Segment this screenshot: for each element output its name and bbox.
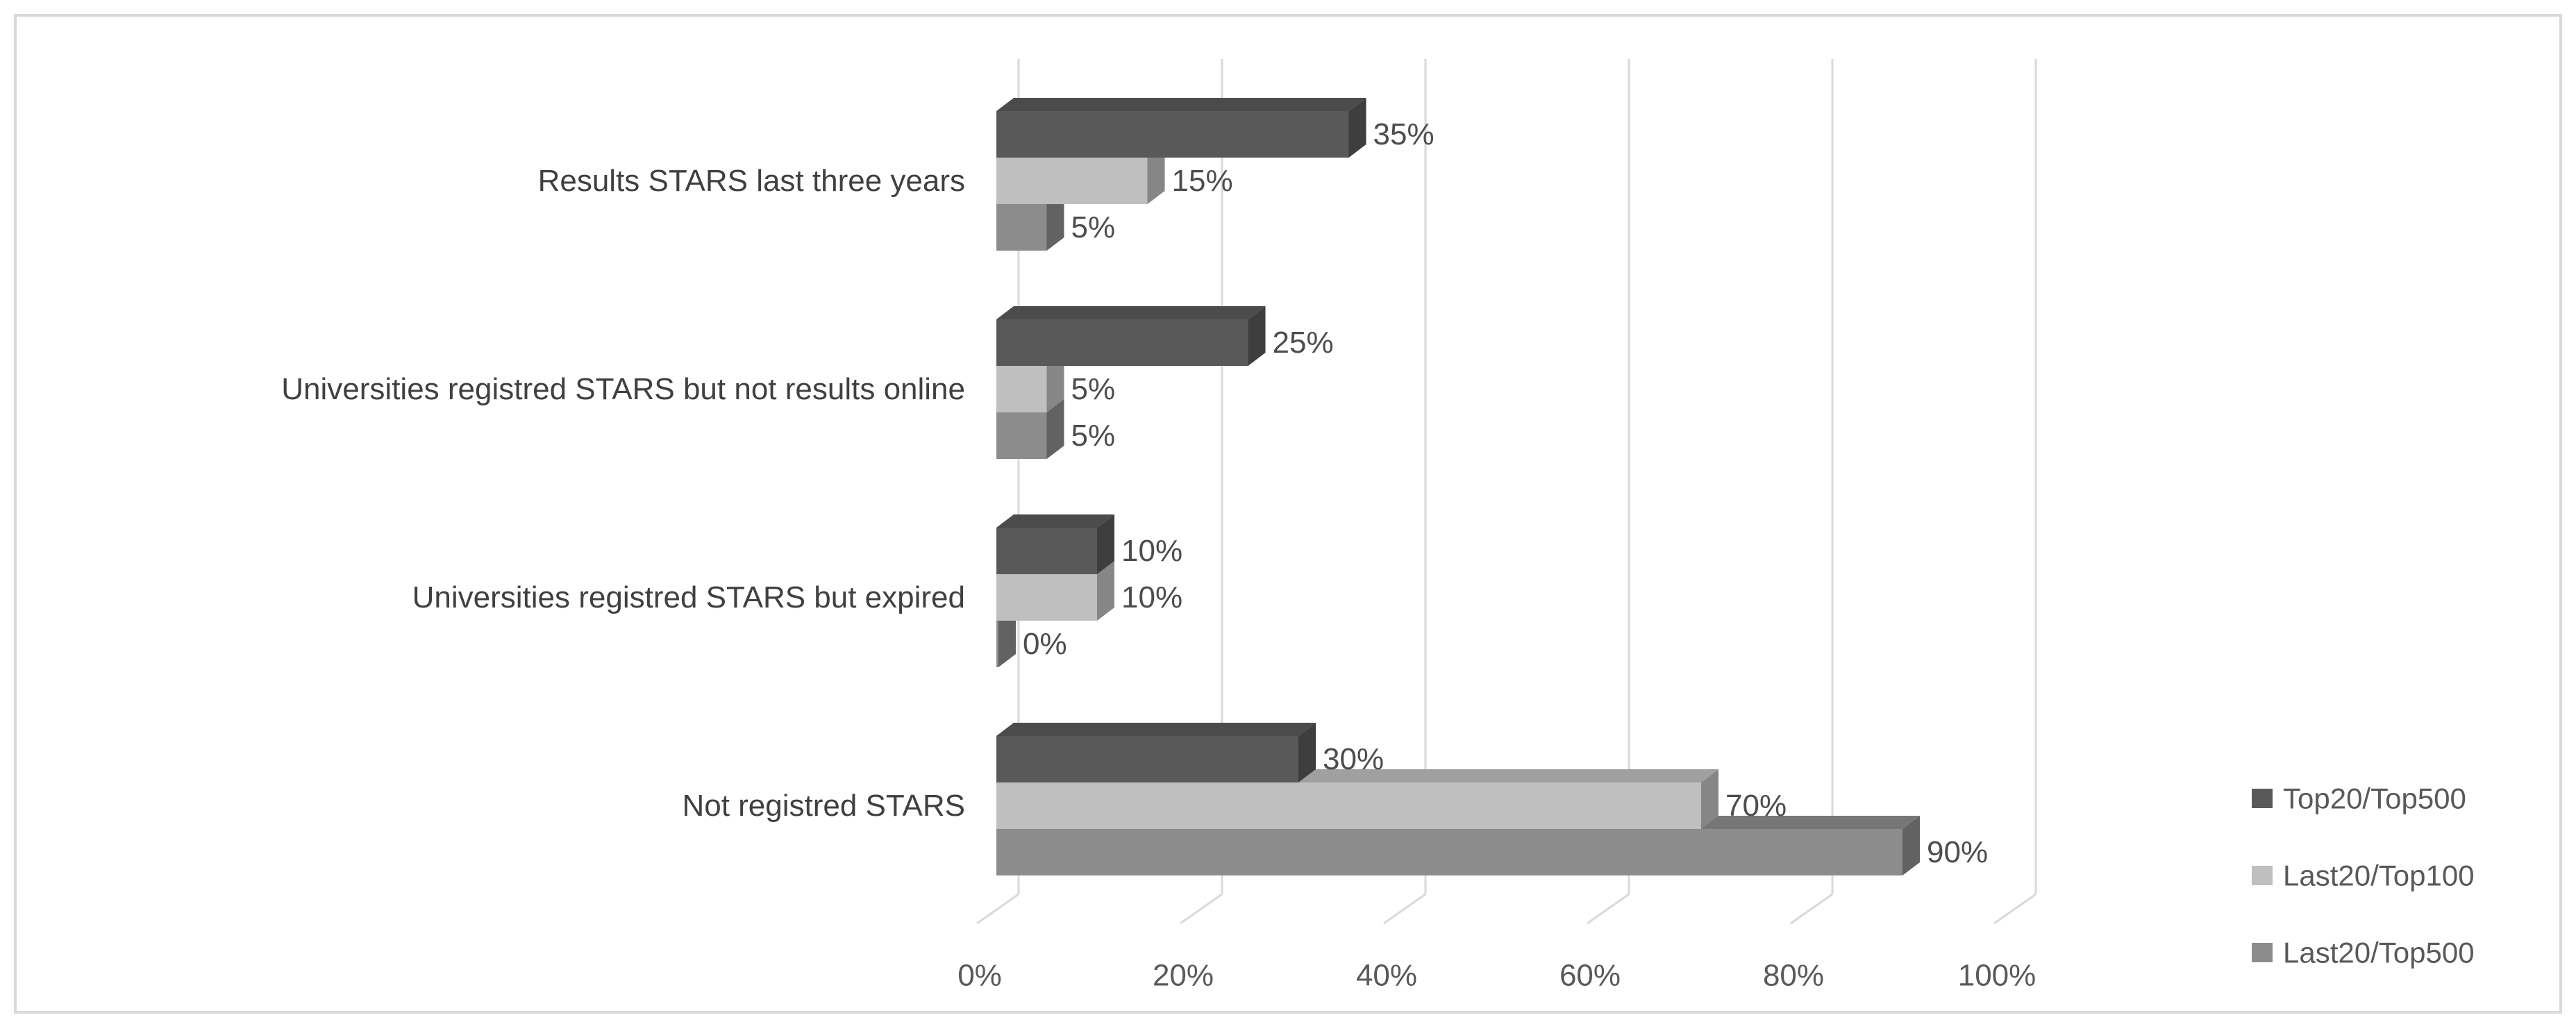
bar-front-face [996, 412, 1047, 459]
bar-value-label: 15% [1172, 164, 1233, 198]
bar-value-label: 70% [1725, 789, 1787, 823]
bar-front-face [996, 111, 1349, 158]
bar-value-label: 0% [1023, 627, 1067, 661]
category-label: Universities registred STARS but expired [412, 580, 965, 614]
bar-top-face [996, 306, 1266, 319]
bar-front-face [996, 366, 1047, 412]
legend-swatch [2252, 866, 2273, 885]
bar [996, 769, 1718, 829]
bar-side-face [1046, 353, 1064, 412]
bar-side-face [1348, 98, 1366, 158]
gridline-foot [1587, 893, 1630, 925]
bar-front-face [996, 158, 1148, 204]
bar-side-face [1298, 723, 1316, 782]
bar-front-face [996, 574, 1097, 621]
bar-front-face [996, 528, 1097, 574]
bar-front-face [996, 319, 1248, 366]
x-tick-label: 80% [1763, 959, 1824, 993]
bar [996, 723, 1316, 782]
bar-value-label: 5% [1071, 419, 1116, 453]
bar-front-face [996, 829, 1902, 875]
bar-value-label: 35% [1373, 117, 1435, 151]
bar-top-face [996, 98, 1366, 111]
bar-front-face [996, 621, 998, 667]
legend-label: Top20/Top500 [2283, 782, 2466, 815]
category-label: Universities registred STARS but not res… [281, 372, 965, 406]
bar-side-face [1902, 816, 1920, 875]
bar-value-label: 5% [1071, 372, 1116, 406]
bar-top-face [996, 723, 1316, 736]
value-labels: 35% 15% 5% 25% 5% 5% 10% 10% 0% 30% 70% 90% [1023, 117, 1988, 869]
category-labels: Results STARS last three years Universiti… [281, 164, 965, 823]
bar-front-face [996, 736, 1298, 782]
bar-side-face [998, 607, 1016, 667]
gridline-foot [976, 893, 1019, 925]
bars [996, 98, 1920, 875]
bar-side-face [1147, 144, 1165, 204]
bar-side-face [1097, 561, 1114, 621]
legend-label: Last20/Top500 [2283, 937, 2475, 969]
bar-side-face [1248, 306, 1266, 366]
legend-item: Last20/Top100 [2252, 860, 2475, 892]
bar [996, 353, 1064, 412]
x-tick-label: 60% [1559, 959, 1621, 993]
gridline-foot [1993, 893, 2036, 925]
category-label: Not registred STARS [682, 789, 965, 823]
gridline-foot [1383, 893, 1426, 925]
bar-value-label: 10% [1121, 580, 1182, 614]
bar [996, 306, 1266, 366]
legend: Top20/Top500 Last20/Top100 Last20/Top500 [2252, 782, 2475, 969]
bar-side-face [1046, 399, 1064, 459]
category-label: Results STARS last three years [538, 164, 965, 198]
bar-value-label: 5% [1071, 210, 1116, 244]
bar [996, 514, 1114, 574]
bar-value-label: 30% [1323, 742, 1384, 776]
bar-value-label: 25% [1273, 326, 1334, 360]
bar-side-face [1046, 191, 1064, 251]
bar-side-face [1097, 514, 1114, 574]
bar-side-face [1701, 769, 1718, 829]
bar-front-face [996, 782, 1701, 829]
gridline-foot [1790, 893, 1833, 925]
gridline-foot [1180, 893, 1223, 925]
bar [996, 98, 1366, 158]
x-tick-label: 20% [1153, 959, 1214, 993]
bar-top-face [996, 514, 1114, 528]
legend-swatch [2252, 943, 2273, 962]
bar [996, 144, 1165, 204]
x-tick-label: 0% [957, 959, 1002, 993]
legend-swatch [2252, 789, 2273, 808]
chart-border [14, 14, 2562, 1014]
legend-label: Last20/Top100 [2283, 860, 2475, 892]
x-tick-label: 40% [1356, 959, 1417, 993]
bar-value-label: 90% [1927, 835, 1988, 869]
bar-value-label: 10% [1121, 534, 1182, 568]
x-tick-label: 100% [1958, 959, 2036, 993]
legend-item: Last20/Top500 [2252, 937, 2475, 969]
legend-item: Top20/Top500 [2252, 782, 2466, 815]
bar-front-face [996, 204, 1047, 251]
